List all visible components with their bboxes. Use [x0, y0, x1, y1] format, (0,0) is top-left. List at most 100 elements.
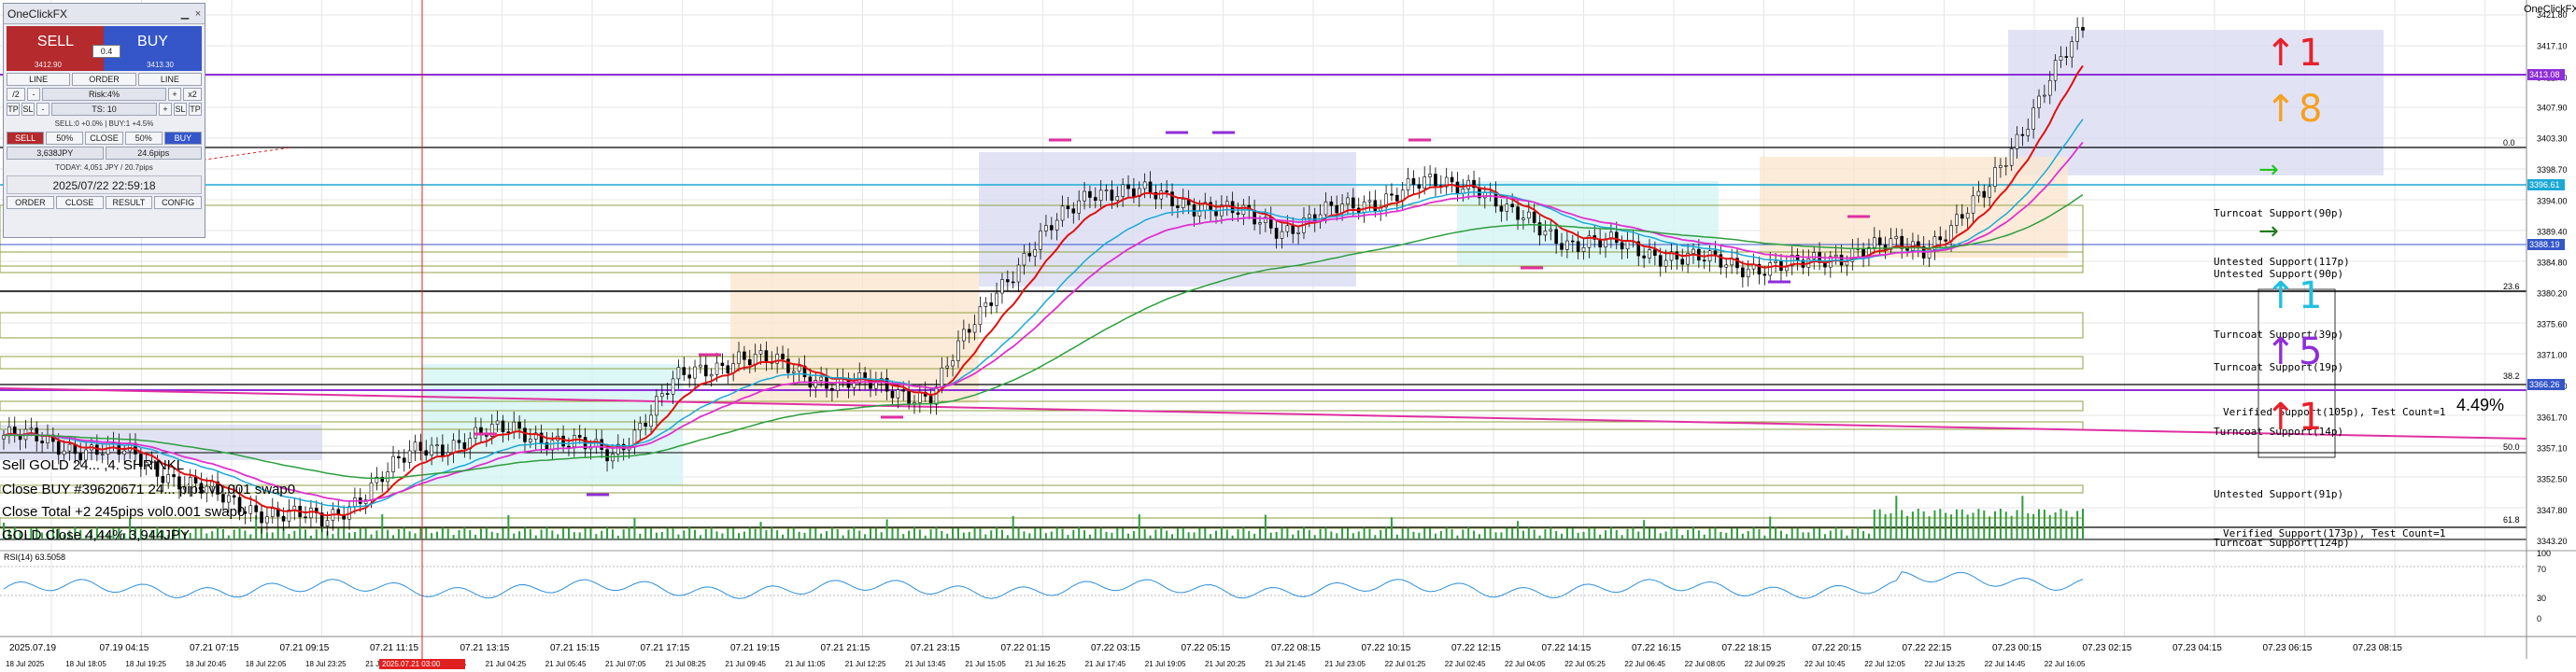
date-label: 21 Jul 23:05: [1324, 660, 1366, 668]
candle-body: [885, 378, 889, 392]
sl-right-button[interactable]: SL: [174, 103, 187, 116]
candle-body: [489, 424, 494, 437]
candle-body: [2037, 95, 2041, 108]
line-right-button[interactable]: LINE: [137, 73, 202, 86]
tp-right-button[interactable]: TP: [189, 103, 202, 116]
line-left-button[interactable]: LINE: [7, 73, 71, 86]
candle-body: [1741, 267, 1745, 278]
close-buy-button[interactable]: BUY: [163, 132, 203, 145]
candle-body: [1274, 228, 1279, 239]
date-label: 21 Jul 19:05: [1145, 660, 1186, 668]
moving-average: [3, 64, 2084, 517]
minimize-icon[interactable]: ▁: [180, 8, 190, 20]
candle-body: [397, 455, 401, 459]
candle-body: [1587, 235, 1592, 248]
candle-body: [1757, 263, 1762, 275]
candle-body: [1395, 194, 1399, 202]
candle-body: [1033, 248, 1037, 257]
candle-body: [1165, 190, 1168, 192]
strength-count: 8: [2299, 88, 2322, 131]
candle-body: [413, 441, 418, 452]
tab-close[interactable]: CLOSE: [55, 196, 104, 209]
candle-body: [1093, 197, 1097, 201]
candle-body: [281, 515, 286, 522]
candle-body: [1877, 237, 1882, 245]
candle-body: [2070, 41, 2074, 58]
time-label: 07.23 06:15: [2263, 643, 2313, 653]
candle-body: [199, 483, 204, 494]
tab-result[interactable]: RESULT: [105, 196, 153, 209]
arrow-frame: [2258, 288, 2336, 458]
strength-count: 1: [2299, 396, 2322, 439]
sell-button[interactable]: SELL 3412.90: [7, 26, 105, 71]
candle-body: [781, 354, 785, 360]
candle-body: [1285, 225, 1290, 232]
candle-body: [1537, 222, 1542, 236]
candle-body: [512, 421, 517, 433]
candle-body: [1083, 190, 1086, 202]
close-sell-button[interactable]: SELL: [7, 132, 45, 145]
lot-input[interactable]: 0.4: [92, 45, 120, 58]
candle-body: [1894, 235, 1899, 240]
ts-minus-button[interactable]: -: [36, 103, 50, 116]
candle-body: [270, 508, 275, 517]
candle-body: [1352, 197, 1355, 209]
candle-body: [501, 420, 505, 433]
close-icon[interactable]: ×: [194, 7, 202, 20]
ts-plus-button[interactable]: +: [159, 103, 172, 116]
plus-lot-button[interactable]: +: [168, 88, 181, 101]
tp-left-button[interactable]: TP: [7, 103, 20, 116]
double-lot-button[interactable]: x2: [183, 88, 202, 101]
candle-body: [1505, 203, 1509, 212]
candle-body: [726, 365, 730, 374]
candle-body: [814, 380, 818, 388]
close-all-button[interactable]: CLOSE: [85, 132, 123, 145]
candle-body: [254, 505, 258, 512]
candle-body: [1258, 222, 1262, 225]
close-buy-half-button[interactable]: 50%: [124, 132, 163, 145]
tab-order[interactable]: ORDER: [7, 196, 54, 209]
support-zone-box: [0, 251, 2084, 273]
price-scale-label: 3343.20: [2537, 537, 2568, 546]
candle-body: [1236, 212, 1240, 216]
candle-body: [1367, 200, 1372, 203]
horizontal-lines: [0, 74, 2527, 540]
price-scale-label: 3352.50: [2537, 474, 2568, 483]
candle-body: [1121, 184, 1125, 197]
candle-body: [1027, 253, 1032, 257]
sl-left-button[interactable]: SL: [21, 103, 35, 116]
strength-count: 1: [2299, 274, 2322, 317]
candle-body: [665, 393, 670, 395]
minus-lot-button[interactable]: -: [27, 88, 40, 101]
candle-body: [901, 389, 906, 392]
trade-buttons: SELL 3412.90 0.4 BUY 3413.30: [7, 26, 202, 71]
date-label: 22 Jul 01:25: [1385, 660, 1426, 668]
candle-body: [1224, 201, 1229, 206]
candle-body: [1066, 205, 1070, 210]
candle-body: [1724, 264, 1729, 268]
zone-label: Turncoat Support(14p): [2214, 426, 2343, 438]
zone-label: Untested Support(91p): [2214, 488, 2343, 500]
candle-body: [649, 414, 653, 427]
moving-average: [3, 193, 2084, 480]
candle-body: [1653, 249, 1657, 256]
candle-body: [561, 435, 565, 447]
zone-rect: [2008, 30, 2384, 175]
half-lot-button[interactable]: /2: [7, 88, 25, 101]
time-label: 07.22 03:15: [1091, 643, 1140, 653]
candle-body: [506, 431, 511, 434]
candle-body: [166, 474, 171, 483]
candle-body: [720, 362, 725, 367]
date-label: 21 Jul 12:25: [845, 660, 886, 668]
price-scale-label: 3384.80: [2537, 258, 2568, 267]
tab-config[interactable]: CONFIG: [154, 196, 202, 209]
candle-body: [907, 390, 911, 405]
candle-body: [1384, 193, 1388, 208]
close-sell-half-button[interactable]: 50%: [46, 132, 84, 145]
order-button[interactable]: ORDER: [72, 73, 136, 86]
candle-body: [2031, 107, 2035, 130]
sell-price: 3412.90: [35, 61, 62, 69]
time-label: 07.22 16:15: [1632, 643, 1681, 653]
candle-body: [2026, 129, 2031, 136]
